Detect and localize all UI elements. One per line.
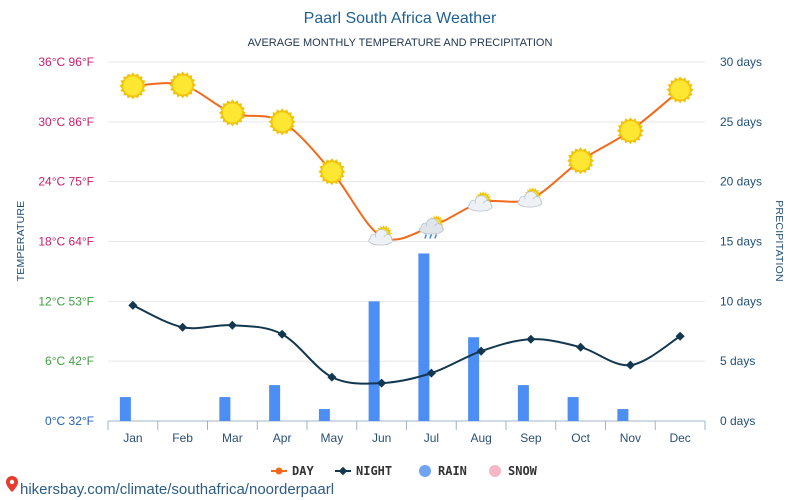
watermark: hikersbay.com/climate/southafrica/noorde… [6, 476, 334, 498]
sun-icon [567, 147, 595, 175]
sun-icon [318, 158, 346, 186]
partly-cloudy-icon [517, 187, 543, 208]
sun-icon [666, 76, 694, 104]
partly-cloudy-icon [467, 191, 493, 212]
y-tick-label-left: 24°C 75°F [38, 175, 94, 189]
y-tick-label-right: 20 days [720, 175, 762, 189]
sun-icon [169, 71, 197, 99]
rain-bar [517, 385, 529, 421]
x-tick-label: Nov [620, 431, 641, 445]
night-point [178, 322, 188, 332]
legend-label: DAY [292, 464, 314, 478]
rain-bar [269, 385, 281, 421]
legend-label: NIGHT [356, 464, 392, 478]
chart-subtitle: AVERAGE MONTHLY TEMPERATURE AND PRECIPIT… [248, 37, 553, 49]
x-tick-label: Apr [273, 431, 292, 445]
partly-cloudy-icon [368, 225, 394, 246]
legend-item-rain[interactable]: RAIN [419, 464, 467, 478]
legend-item-day[interactable]: DAY [271, 464, 314, 478]
weather-icons [119, 71, 694, 246]
night-point [526, 334, 536, 344]
x-tick-label: Jun [372, 431, 391, 445]
x-tick-label: Dec [669, 431, 690, 445]
x-tick-label: Jan [123, 431, 142, 445]
temperature-lines [128, 82, 685, 388]
x-tick-label: Oct [571, 431, 590, 445]
y-tick-label-left: 0°C 32°F [45, 414, 94, 428]
x-tick-label: Sep [520, 431, 542, 445]
rain-bar [219, 397, 231, 421]
x-tick-label: Feb [172, 431, 193, 445]
night-point [227, 320, 237, 330]
day-line [132, 82, 681, 241]
night-point [576, 342, 586, 352]
y-tick-label-right: 25 days [720, 115, 762, 129]
sun-icon [218, 99, 246, 127]
legend-label: SNOW [508, 464, 538, 478]
night-point [327, 372, 337, 382]
rain-bar [468, 337, 480, 421]
axis-ticks: 0°C 32°F 6°C 42°F 12°C 53°F 18°C 64°F 24°C 7… [38, 55, 762, 445]
x-tick-label: Jul [424, 431, 439, 445]
y-tick-label-left: 30°C 86°F [38, 115, 94, 129]
night-point [128, 300, 138, 310]
sun-icon [268, 108, 296, 136]
rain-bar [567, 397, 579, 421]
rain-bar [119, 397, 131, 421]
rain-bar [318, 409, 330, 421]
x-tick-label: Aug [470, 431, 491, 445]
precipitation-bars [119, 253, 629, 421]
y-tick-label-right: 5 days [720, 354, 755, 368]
night-line [132, 304, 681, 385]
night-point [277, 329, 287, 339]
rain-bar [368, 301, 380, 421]
x-tick-label: May [321, 431, 344, 445]
watermark-text: hikersbay.com/climate/southafrica/noorde… [20, 481, 334, 498]
y-axis-right-title: PRECIPITATION [773, 200, 785, 282]
legend: DAY NIGHT RAIN SNOW [271, 464, 538, 478]
legend-item-night[interactable]: NIGHT [335, 464, 392, 478]
y-tick-label-right: 10 days [720, 294, 762, 308]
y-tick-label-right: 0 days [720, 414, 755, 428]
cloud-rain-icon [418, 215, 444, 239]
rain-bar [418, 253, 430, 421]
x-tick-label: Mar [222, 431, 243, 445]
night-point [625, 360, 635, 370]
y-tick-label-left: 6°C 42°F [45, 354, 94, 368]
rain-bar [617, 409, 629, 421]
y-axis-left-title: TEMPERATURE [15, 201, 27, 282]
y-tick-label-left: 12°C 53°F [38, 294, 94, 308]
grid-lines [107, 61, 706, 430]
legend-label: RAIN [438, 464, 467, 478]
y-tick-label-left: 18°C 64°F [38, 235, 94, 249]
y-tick-label-right: 30 days [720, 55, 762, 69]
chart-title: Paarl South Africa Weather [304, 10, 497, 27]
y-tick-label-left: 36°C 96°F [38, 55, 94, 69]
legend-item-snow[interactable]: SNOW [489, 464, 538, 478]
sun-icon [119, 72, 147, 100]
location-pin-icon [6, 476, 18, 492]
y-tick-label-right: 15 days [720, 235, 762, 249]
sun-icon [616, 117, 644, 145]
